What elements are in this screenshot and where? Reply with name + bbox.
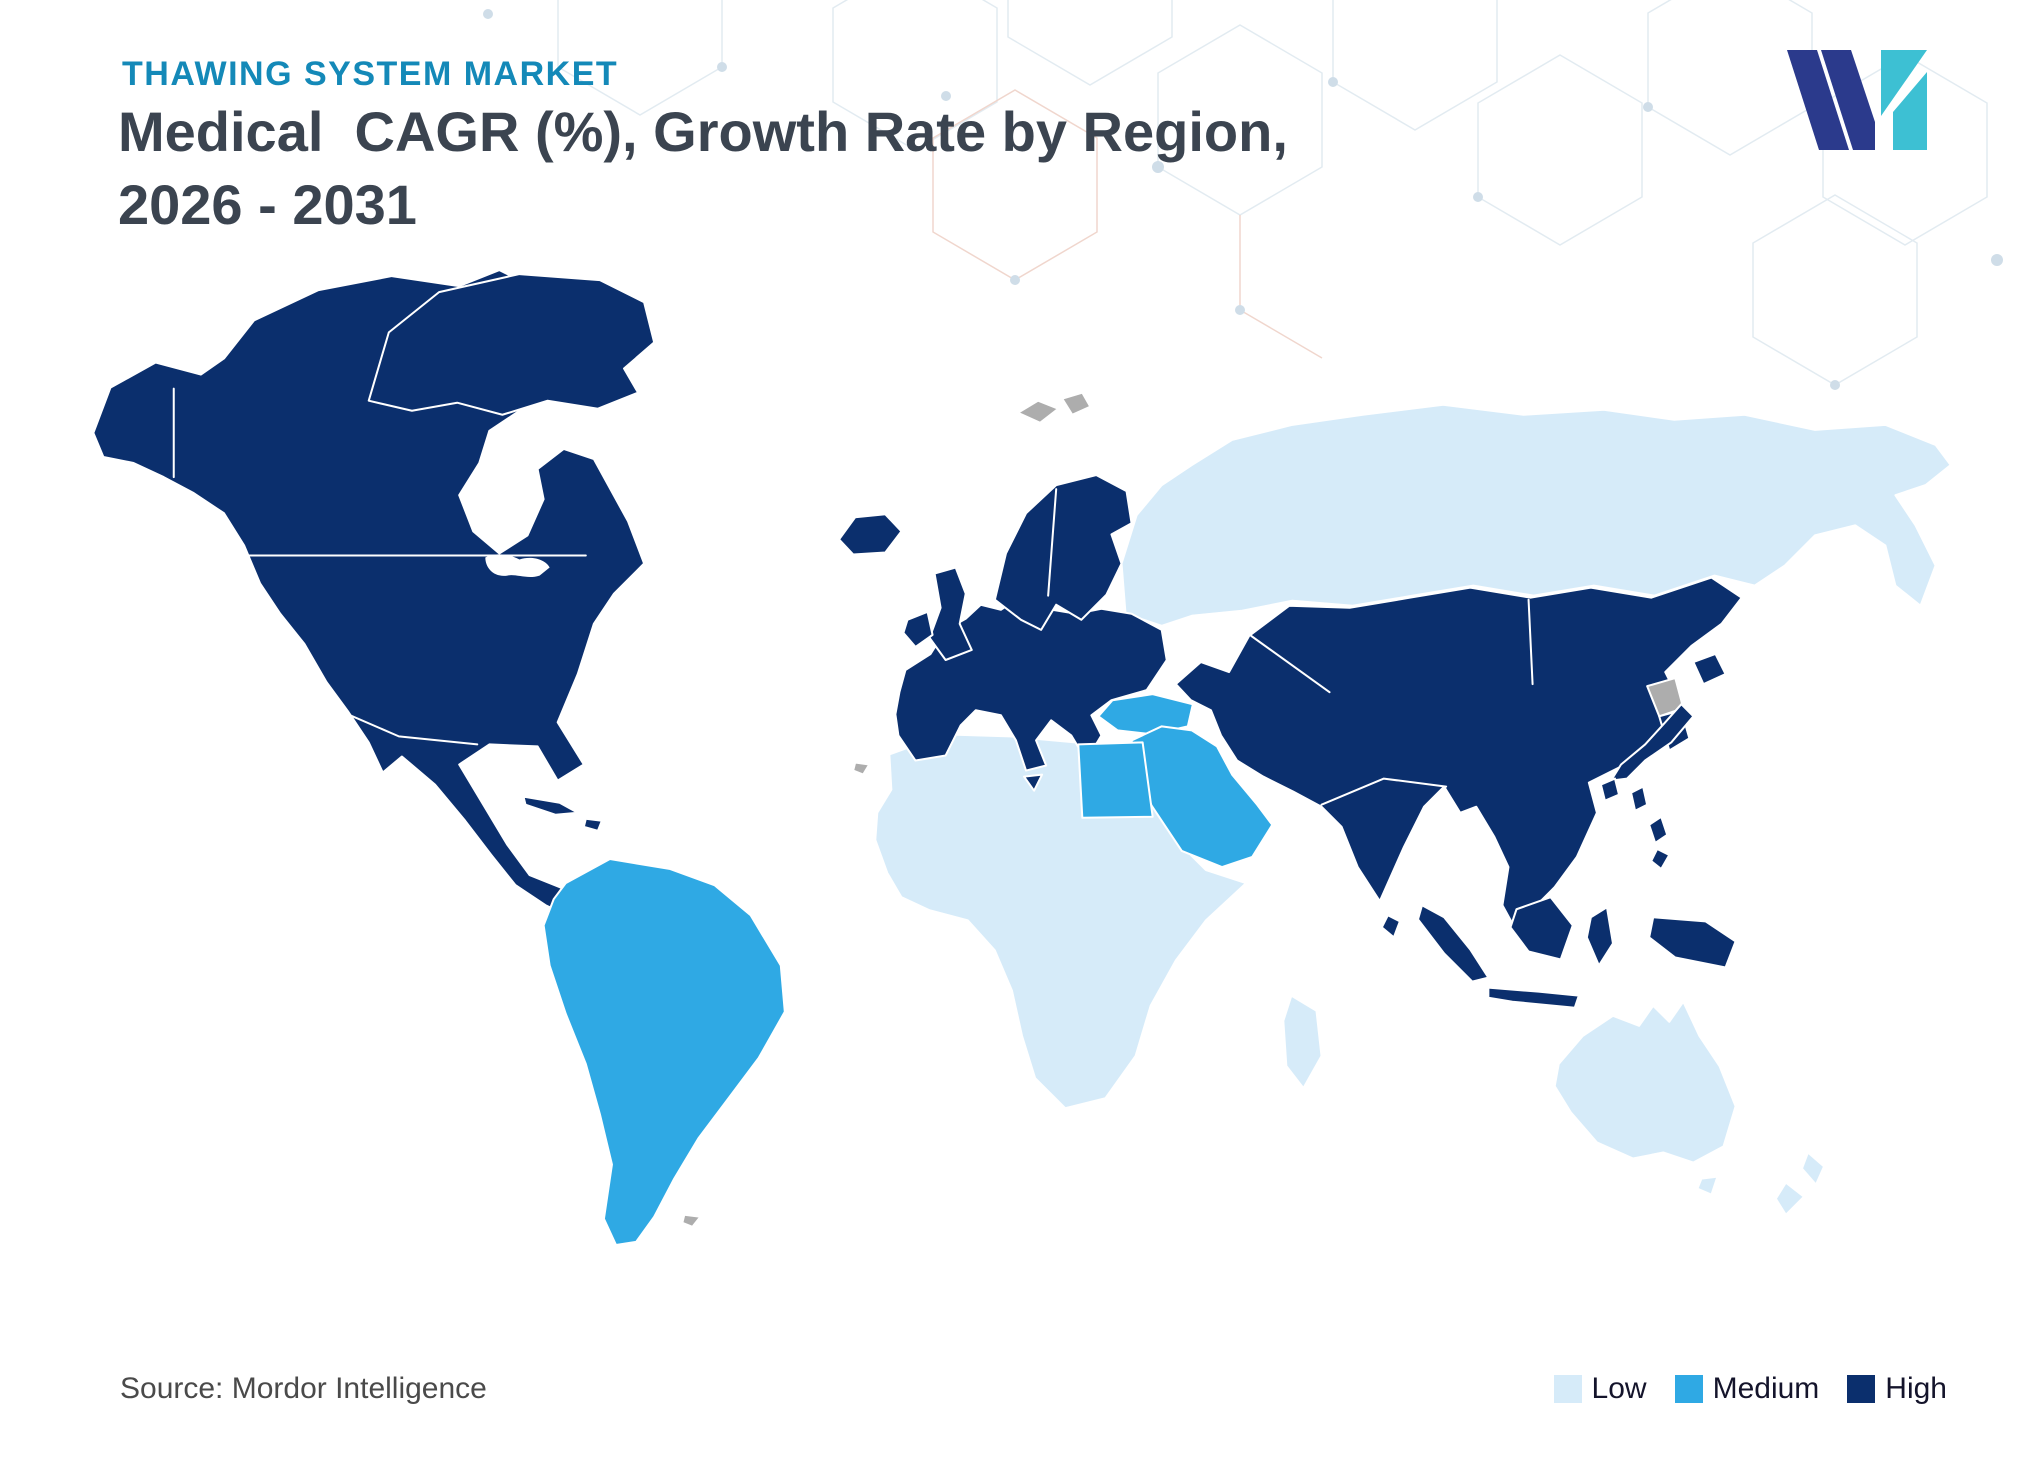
region-japan-honshu	[1609, 703, 1695, 782]
region-svalbard	[1016, 391, 1092, 424]
legend-label-high: High	[1885, 1372, 1947, 1405]
great-lakes	[485, 554, 550, 577]
world-map-container	[85, 262, 1955, 1257]
region-tasmania	[1696, 1175, 1719, 1196]
region-taiwan	[1630, 785, 1649, 812]
region-new-guinea	[1648, 916, 1737, 969]
region-sri-lanka	[1380, 914, 1401, 939]
legend-swatch-high	[1847, 1375, 1876, 1403]
region-russia	[1120, 403, 1952, 627]
region-sicily	[1023, 773, 1044, 792]
region-cuba	[522, 795, 579, 816]
report-eyebrow: THAWING SYSTEM MARKET	[122, 55, 619, 93]
legend-label-medium: Medium	[1712, 1372, 1820, 1405]
region-falkland-islands	[681, 1213, 702, 1228]
legend-item-low: Low	[1553, 1372, 1647, 1406]
region-borneo	[1509, 896, 1574, 961]
page-title: Medical CAGR (%), Growth Rate by Region,…	[118, 100, 1304, 236]
region-sulawesi	[1585, 906, 1614, 967]
legend-item-high: High	[1847, 1372, 1947, 1406]
region-hispaniola	[582, 817, 603, 832]
region-sumatra	[1416, 904, 1490, 983]
region-australia	[1553, 1000, 1737, 1164]
region-japan-kyushu	[1599, 777, 1621, 802]
region-new-zealand-south	[1774, 1181, 1805, 1216]
region-japan-hokkaido	[1692, 652, 1727, 686]
region-turkey	[1097, 693, 1194, 736]
region-asia	[1174, 576, 1743, 929]
region-egypt	[1077, 741, 1154, 819]
world-map	[92, 269, 1952, 1246]
region-greenland	[367, 273, 656, 416]
region-madagascar	[1282, 994, 1323, 1090]
region-java	[1487, 986, 1580, 1009]
legend-item-medium: Medium	[1674, 1372, 1820, 1406]
region-united-kingdom	[928, 566, 973, 662]
source-text: Source: Mordor Intelligence	[120, 1372, 487, 1405]
region-iceland	[838, 513, 903, 556]
mordor-intelligence-logo	[1787, 50, 1927, 150]
legend-swatch-medium	[1674, 1375, 1703, 1403]
region-new-zealand-north	[1800, 1151, 1826, 1186]
region-south-america	[542, 857, 786, 1246]
region-ireland	[902, 610, 934, 648]
region-scandinavia	[993, 474, 1133, 631]
region-philippines	[1648, 815, 1671, 871]
legend-label-low: Low	[1591, 1372, 1647, 1405]
region-canary-islands	[852, 761, 871, 776]
country-borders	[172, 387, 1534, 806]
legend: Low Medium High	[1553, 1372, 1947, 1406]
legend-swatch-low	[1553, 1375, 1582, 1403]
